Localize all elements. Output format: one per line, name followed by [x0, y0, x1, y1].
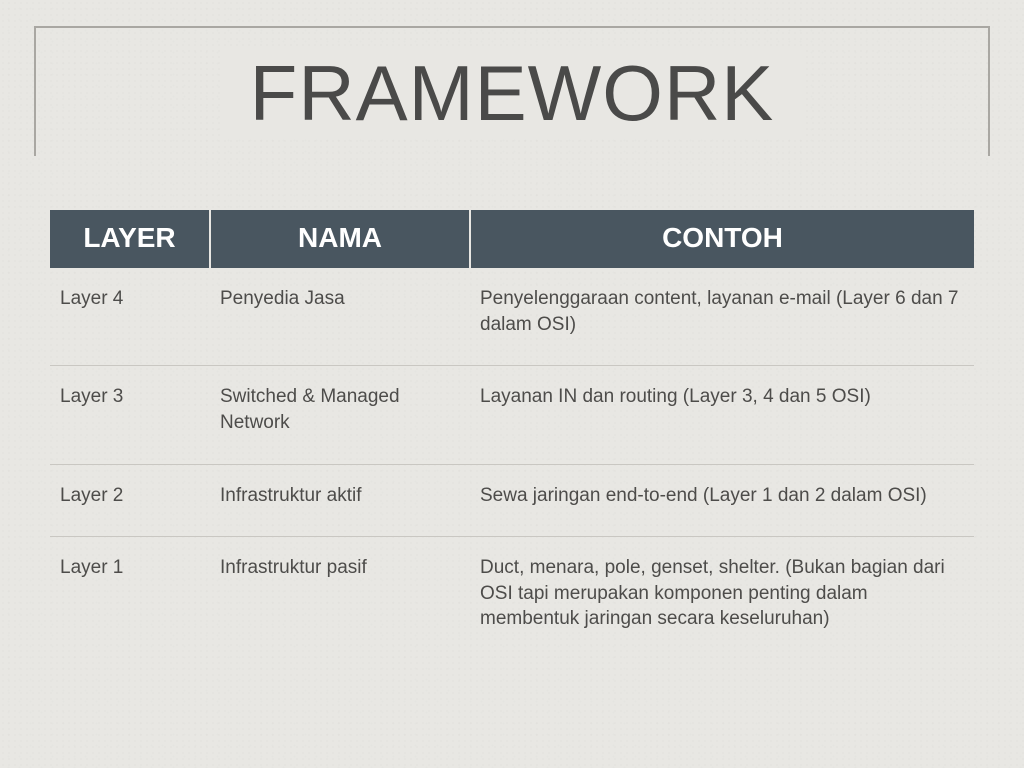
- table-row: Layer 1 Infrastruktur pasif Duct, menara…: [50, 537, 974, 660]
- col-header-contoh: CONTOH: [470, 210, 974, 268]
- cell-nama: Infrastruktur pasif: [210, 537, 470, 660]
- cell-nama: Penyedia Jasa: [210, 268, 470, 366]
- title-container: FRAMEWORK: [0, 48, 1024, 139]
- table-row: Layer 4 Penyedia Jasa Penyelenggaraan co…: [50, 268, 974, 366]
- cell-layer: Layer 1: [50, 537, 210, 660]
- cell-nama: Switched & Managed Network: [210, 366, 470, 464]
- table-row: Layer 3 Switched & Managed Network Layan…: [50, 366, 974, 464]
- cell-contoh: Sewa jaringan end-to-end (Layer 1 dan 2 …: [470, 464, 974, 537]
- cell-nama: Infrastruktur aktif: [210, 464, 470, 537]
- table-header-row: LAYER NAMA CONTOH: [50, 210, 974, 268]
- col-header-layer: LAYER: [50, 210, 210, 268]
- col-header-nama: NAMA: [210, 210, 470, 268]
- cell-layer: Layer 3: [50, 366, 210, 464]
- cell-layer: Layer 4: [50, 268, 210, 366]
- table-row: Layer 2 Infrastruktur aktif Sewa jaringa…: [50, 464, 974, 537]
- cell-contoh: Penyelenggaraan content, layanan e-mail …: [470, 268, 974, 366]
- cell-layer: Layer 2: [50, 464, 210, 537]
- cell-contoh: Layanan IN dan routing (Layer 3, 4 dan 5…: [470, 366, 974, 464]
- framework-table-container: LAYER NAMA CONTOH Layer 4 Penyedia Jasa …: [50, 210, 974, 660]
- cell-contoh: Duct, menara, pole, genset, shelter. (Bu…: [470, 537, 974, 660]
- framework-table: LAYER NAMA CONTOH Layer 4 Penyedia Jasa …: [50, 210, 974, 660]
- slide-title: FRAMEWORK: [222, 48, 803, 139]
